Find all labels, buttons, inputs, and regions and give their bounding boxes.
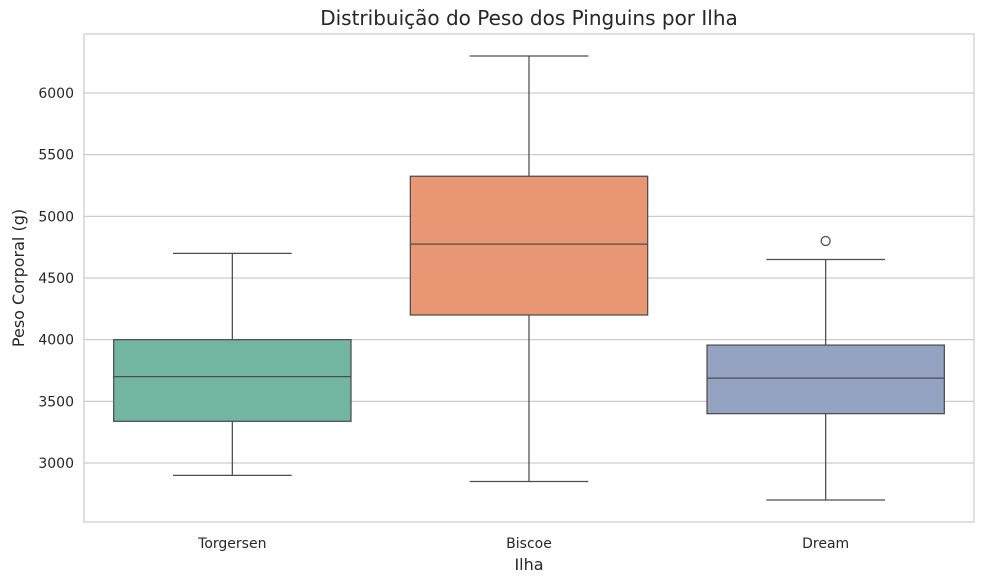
y-tick-label: 6000 [38,86,74,102]
y-tick-label: 5500 [38,148,74,164]
x-axis-label: Ilha [514,555,543,574]
x-tick-label: Torgersen [197,536,266,552]
y-tick-label: 4000 [38,333,74,349]
chart-title: Distribuição do Peso dos Pinguins por Il… [320,6,738,30]
x-tick-labels: Torgersen Biscoe Dream [197,536,849,552]
y-axis-label: Peso Corporal (g) [9,209,28,347]
box-group-dream [706,235,945,501]
x-tick-label: Dream [802,536,849,552]
y-tick-label: 3500 [38,394,74,410]
box-group-torgersen [113,252,352,476]
iqr-box [706,344,945,415]
y-tick-label: 3000 [38,456,74,472]
y-tick-label: 5000 [38,209,74,225]
outlier-point [820,235,831,247]
boxes [113,55,945,501]
iqr-box [409,175,649,316]
y-tick-label: 4500 [38,271,74,287]
iqr-box [113,339,352,422]
box-group-biscoe [409,55,649,483]
y-tick-labels: 3000 3500 4000 4500 5000 5500 6000 [38,86,74,472]
x-tick-label: Biscoe [506,536,552,552]
